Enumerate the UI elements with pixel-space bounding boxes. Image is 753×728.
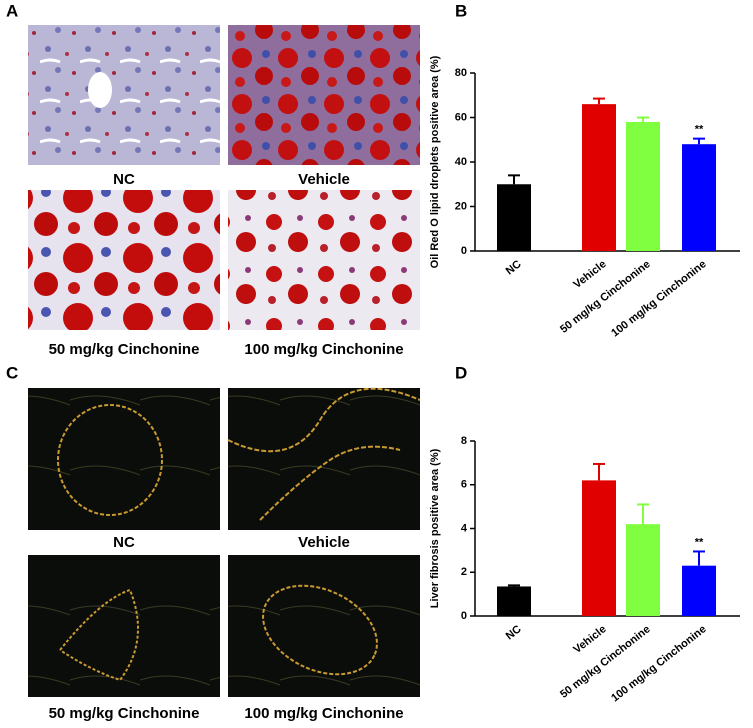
panel-label: B <box>455 1 467 20</box>
fibre <box>262 584 378 676</box>
y-tick-label: 20 <box>455 200 467 212</box>
caption: 100 mg/kg Cinchonine <box>244 341 403 358</box>
y-tick-label: 6 <box>461 479 467 491</box>
caption: Vehicle <box>298 171 350 188</box>
bar <box>682 565 716 616</box>
y-tick-label: 8 <box>461 435 467 447</box>
micrograph <box>228 555 420 697</box>
bar <box>626 524 660 616</box>
x-tick-label: Vehicle <box>571 258 608 291</box>
micrograph <box>228 190 420 330</box>
x-tick-label: 100 mg/kg Cinchonine <box>609 623 708 704</box>
panel-label: C <box>6 363 18 382</box>
micrograph <box>28 25 220 165</box>
bar <box>497 184 531 251</box>
bar <box>626 121 660 251</box>
bar <box>497 586 531 616</box>
micrograph <box>228 25 420 165</box>
vessel <box>88 72 112 108</box>
y-tick-label: 40 <box>455 156 467 168</box>
bar <box>582 480 616 616</box>
panel-label: D <box>455 363 467 382</box>
bar <box>682 144 716 251</box>
x-tick-label: Vehicle <box>571 623 608 656</box>
caption: 100 mg/kg Cinchonine <box>244 705 403 722</box>
y-tick-label: 2 <box>461 566 467 578</box>
fibre <box>57 404 163 516</box>
micrograph <box>28 190 220 330</box>
y-tick-label: 80 <box>455 67 467 79</box>
y-tick-label: 60 <box>455 111 467 123</box>
y-tick-label: 0 <box>461 245 467 257</box>
significance: ** <box>695 124 704 136</box>
micrograph <box>228 388 420 530</box>
significance: ** <box>695 536 704 548</box>
caption: 50 mg/kg Cinchonine <box>49 705 200 722</box>
caption: 50 mg/kg Cinchonine <box>49 341 200 358</box>
y-axis-label: Oil Red O lipid droplets positive area (… <box>429 55 441 268</box>
y-axis-label: Liver fibrosis positive area (%) <box>429 448 441 608</box>
fibre <box>227 387 421 521</box>
bar <box>582 104 616 252</box>
x-tick-label: 100 mg/kg Cinchonine <box>609 258 708 339</box>
micrograph <box>28 388 220 530</box>
fibre <box>59 588 139 682</box>
caption: NC <box>113 171 135 188</box>
x-tick-label: NC <box>504 623 524 642</box>
panel-label: A <box>6 1 18 20</box>
x-tick-label: NC <box>504 258 524 277</box>
caption: NC <box>113 534 135 551</box>
y-tick-label: 4 <box>461 522 468 534</box>
caption: Vehicle <box>298 534 350 551</box>
y-tick-label: 0 <box>461 610 467 622</box>
